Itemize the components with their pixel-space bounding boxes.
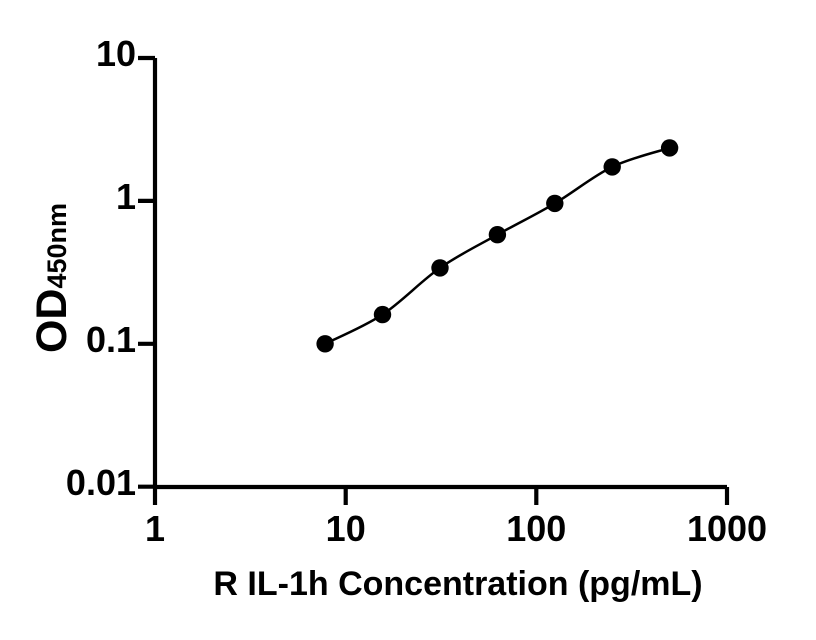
svg-text:1: 1	[145, 508, 165, 549]
svg-text:10: 10	[326, 508, 366, 549]
svg-text:R IL-1h Concentration (pg/mL): R IL-1h Concentration (pg/mL)	[213, 565, 702, 603]
svg-text:1000: 1000	[687, 508, 767, 549]
svg-text:0.1: 0.1	[86, 319, 136, 360]
svg-text:1: 1	[116, 176, 136, 217]
svg-text:OD450nm: OD450nm	[28, 203, 76, 353]
svg-text:0.01: 0.01	[66, 462, 136, 503]
svg-text:100: 100	[506, 508, 566, 549]
svg-text:10: 10	[96, 33, 136, 74]
